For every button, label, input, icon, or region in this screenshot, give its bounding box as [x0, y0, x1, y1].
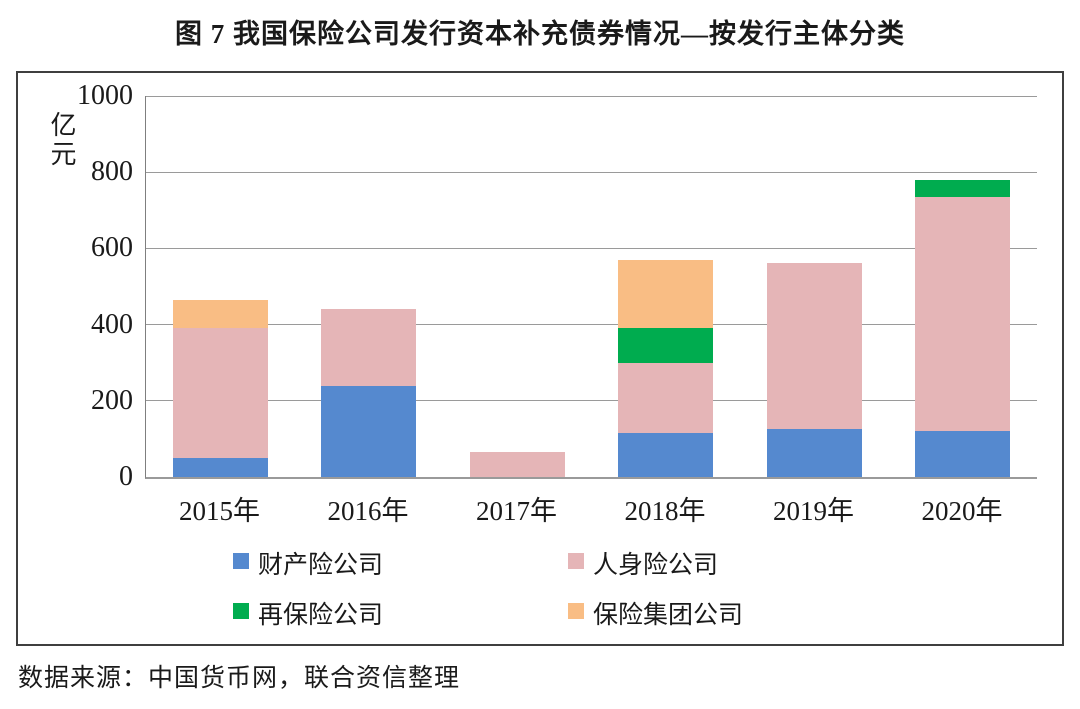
y-axis-tick-label: 0	[119, 461, 133, 492]
bar-segment-life-insurance	[915, 196, 1011, 432]
bar-segment-property-insurance	[766, 428, 862, 477]
gridline-1000	[146, 95, 1037, 97]
legend-swatch-insurance-group	[568, 603, 584, 619]
legend-item-life-insurance: 人身险公司	[568, 545, 718, 579]
gridline-800	[146, 171, 1037, 173]
bar-segment-insurance-group	[618, 259, 714, 329]
legend-label-reinsurance: 再保险公司	[258, 602, 384, 629]
bar-segment-reinsurance	[915, 179, 1011, 197]
legend-swatch-reinsurance	[233, 603, 249, 619]
legend-label-insurance-group: 保险集团公司	[593, 602, 744, 629]
legend-item-property-insurance: 财产险公司	[233, 545, 383, 579]
x-axis-tick-label: 2017年	[476, 496, 557, 526]
bar-segment-life-insurance	[766, 262, 862, 429]
data-source: 数据来源：中国货币网，联合资信整理	[18, 665, 461, 692]
x-axis-tick-label: 2020年	[921, 496, 1003, 526]
x-axis-tick-label: 2019年	[773, 496, 854, 526]
bar-segment-life-insurance	[321, 309, 417, 386]
chart-title: 图 7 我国保险公司发行资本补充债券情况—按发行主体分类	[175, 19, 905, 49]
bar-segment-life-insurance	[618, 362, 714, 434]
bar-segment-life-insurance	[469, 452, 565, 477]
legend-label-property-insurance: 财产险公司	[258, 552, 384, 579]
x-axis-tick-label: 2015年	[179, 496, 260, 526]
plot-area	[145, 95, 1037, 479]
bar-segment-property-insurance	[321, 385, 417, 477]
y-axis-tick-label: 200	[91, 384, 133, 416]
bar-segment-property-insurance	[172, 457, 268, 477]
gridline-600	[146, 247, 1037, 249]
legend-item-insurance-group: 保险集团公司	[568, 595, 743, 629]
legend-swatch-property-insurance	[233, 553, 249, 569]
legend-label-life-insurance: 人身险公司	[593, 552, 719, 579]
y-axis-tick-label: 600	[91, 232, 133, 264]
bar-segment-property-insurance	[618, 433, 714, 477]
x-axis-tick-label: 2018年	[624, 496, 706, 526]
gridline-400	[146, 324, 1037, 326]
y-axis-tick-label: 1000	[77, 80, 133, 111]
y-axis-tick-label: 800	[91, 156, 133, 188]
bar-segment-property-insurance	[915, 431, 1011, 477]
legend-swatch-life-insurance	[568, 553, 584, 569]
legend-item-reinsurance: 再保险公司	[233, 595, 383, 629]
x-axis-tick-label: 2016年	[327, 496, 409, 526]
gridline-200	[146, 400, 1037, 402]
bar-segment-insurance-group	[172, 299, 268, 329]
chart-box: 亿元 0 200 400 600 800 1000 2015年 2016年 2017年 2018年…	[16, 71, 1064, 646]
y-axis-unit-label: 亿元	[47, 111, 76, 169]
y-axis-tick-label: 400	[91, 308, 133, 340]
bar-segment-life-insurance	[172, 328, 268, 458]
bar-segment-reinsurance	[618, 328, 714, 363]
